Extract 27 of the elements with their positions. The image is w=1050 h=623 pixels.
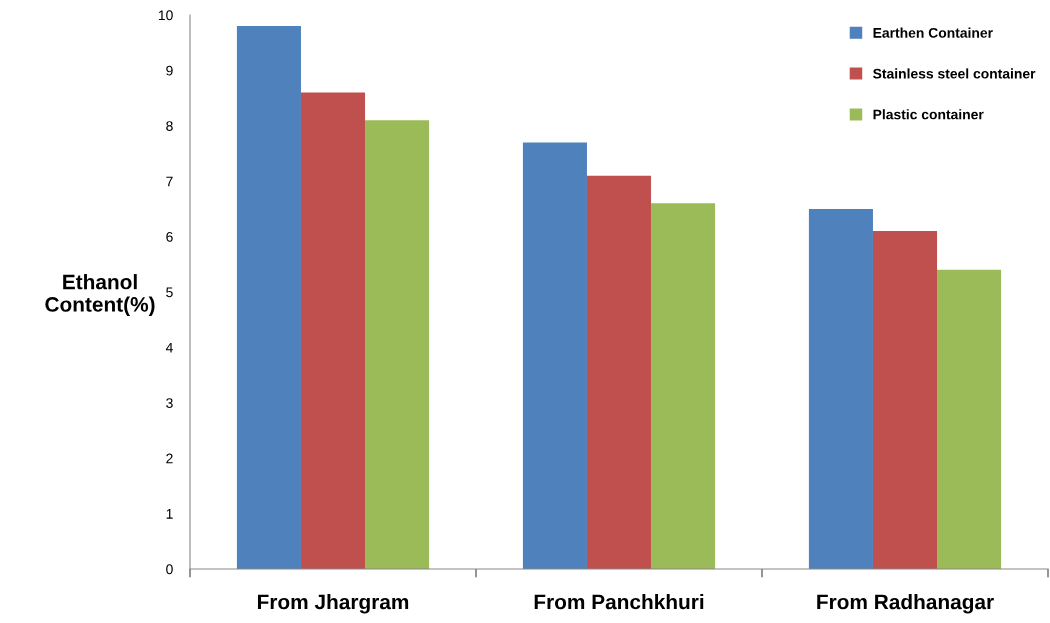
x-tick-label: From Panchkhuri: [534, 594, 704, 610]
bar: [586, 175, 652, 569]
bar: [300, 92, 366, 569]
y-tick-label: 10: [158, 10, 173, 21]
bar: [937, 269, 1002, 569]
y-tick-label: 1: [166, 509, 173, 519]
legend-label: Earthen Container: [873, 27, 993, 38]
x-tick-label: From Radhanagar: [817, 594, 994, 614]
y-tick-label: 3: [166, 398, 173, 408]
y-tick-label: 8: [166, 121, 173, 131]
bar: [808, 208, 873, 569]
y-tick-label: 4: [165, 342, 173, 353]
bar: [365, 120, 430, 569]
bar: [236, 26, 301, 569]
y-axis-title: Ethanol Content(%): [45, 274, 155, 316]
y-tick-label: 5: [166, 287, 173, 298]
y-tick-label: 0: [166, 564, 173, 575]
y-tick-label: 7: [166, 176, 173, 187]
bar: [522, 142, 587, 569]
x-tick-label: From Jhargram: [257, 594, 409, 614]
bar: [651, 203, 716, 569]
y-tick-label: 2: [166, 453, 173, 464]
bar: [872, 231, 938, 569]
legend-label: Plastic container: [873, 109, 984, 120]
legend-label: Stainless steel container: [873, 68, 1036, 79]
y-tick-label: 9: [166, 65, 173, 76]
y-tick-label: 6: [166, 231, 173, 242]
